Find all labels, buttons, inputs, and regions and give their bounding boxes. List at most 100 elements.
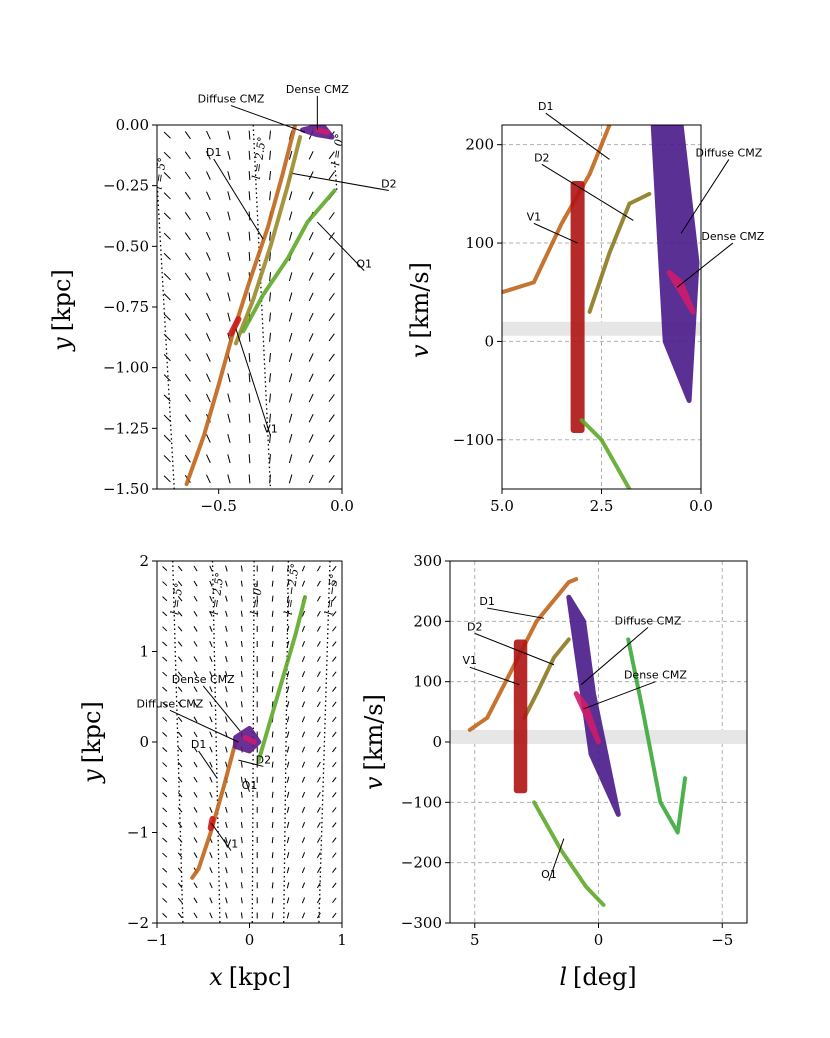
series-o1 [241,188,337,334]
velocity-arrow [301,580,306,587]
velocity-arrow [301,716,306,723]
velocity-arrow [288,272,293,282]
velocity-arrow [206,393,211,403]
y-tick-label: −1.25 [103,419,149,437]
velocity-arrow [332,701,337,707]
velocity-arrow [163,374,171,382]
velocity-arrow [193,731,198,738]
y-tick-label: 0 [139,733,149,751]
velocity-arrow [328,434,335,443]
series-dense-cmz [314,127,330,135]
velocity-arrow [225,897,228,904]
annotation-pointer [580,626,649,686]
series-diffuse-cmz [566,594,621,817]
velocity-arrow [308,474,314,484]
velocity-arrow [240,640,243,647]
annotation-pointer [198,750,218,779]
velocity-arrow [332,897,337,904]
velocity-arrow [225,882,228,889]
velocity-arrow [301,791,306,798]
velocity-arrow [269,353,271,363]
longitude-line [283,561,289,923]
annotation-pointer [238,759,264,767]
velocity-arrow [301,625,306,632]
velocity-arrow [184,272,191,281]
velocity-arrow [288,433,293,443]
annotation-label: Dense CMZ [172,673,235,686]
annotation-label: D2 [467,620,482,633]
velocity-arrow [209,731,213,738]
velocity-arrow [286,806,290,813]
velocity-arrow [162,822,168,828]
series-d2 [522,637,571,720]
velocity-arrow [288,454,293,464]
annotation-pointer [680,159,730,234]
velocity-arrow [184,373,191,382]
series-o1 [532,800,606,907]
velocity-arrow [193,626,198,632]
velocity-arrow [286,671,290,678]
velocity-arrow [193,897,198,904]
velocity-arrow [269,292,271,302]
velocity-arrow [301,656,306,663]
velocity-arrow [240,656,243,663]
velocity-arrow [271,625,274,632]
velocity-arrow [193,761,198,768]
velocity-arrow [328,272,335,281]
velocity-arrow [240,806,243,813]
y-axis-unit: [kpc] [48,269,76,331]
annotation-label: D1 [191,738,206,751]
velocity-arrow [206,312,211,322]
longitude-line [211,561,221,923]
velocity-arrow [316,746,321,753]
annotation-pointer [235,328,271,436]
y-axis-var: v [406,344,434,358]
velocity-arrow [286,595,290,602]
velocity-arrow [227,130,231,140]
velocity-arrow [328,394,335,402]
annotation-pointer [213,158,264,240]
y-tick-label: 300 [413,552,442,570]
velocity-arrow [227,312,231,322]
velocity-arrow [177,731,183,738]
velocity-arrow [240,761,243,768]
velocity-arrow [316,776,321,783]
velocity-arrow [286,897,290,904]
velocity-arrow [177,761,183,768]
velocity-arrow [301,746,306,753]
velocity-arrow [328,373,335,382]
velocity-arrow [227,150,231,160]
y-axis-label: y [kpc] [78,701,106,784]
velocity-arrow [328,414,335,423]
longitude-label: l = −2.5° [282,562,302,615]
velocity-arrow [227,211,231,221]
velocity-arrow [240,595,243,602]
velocity-arrow [162,596,168,602]
velocity-arrow [288,191,293,201]
velocity-arrow [240,821,243,828]
velocity-arrow [271,701,274,708]
series-v1 [513,639,528,794]
series-green-arms [626,637,688,835]
velocity-arrow [193,822,198,828]
velocity-arrow [248,150,251,160]
velocity-arrow [227,251,231,261]
velocity-arrow [184,454,191,463]
velocity-arrow [206,373,211,383]
velocity-arrow [271,671,274,678]
velocity-arrow [162,837,168,843]
longitude-label: l = 2.5° [250,136,269,180]
velocity-arrow [301,821,306,828]
velocity-arrow [332,807,337,813]
y-tick-label: 1 [139,643,149,661]
velocity-arrow [225,580,228,587]
velocity-arrow [184,434,191,443]
velocity-arrow [308,231,314,241]
velocity-arrow [225,595,228,602]
y-tick-label: −0.25 [103,177,149,195]
velocity-arrow [269,130,271,140]
velocity-arrow [316,595,321,602]
velocity-arrow [163,172,171,180]
velocity-arrow [316,882,321,889]
velocity-arrow [240,565,243,572]
